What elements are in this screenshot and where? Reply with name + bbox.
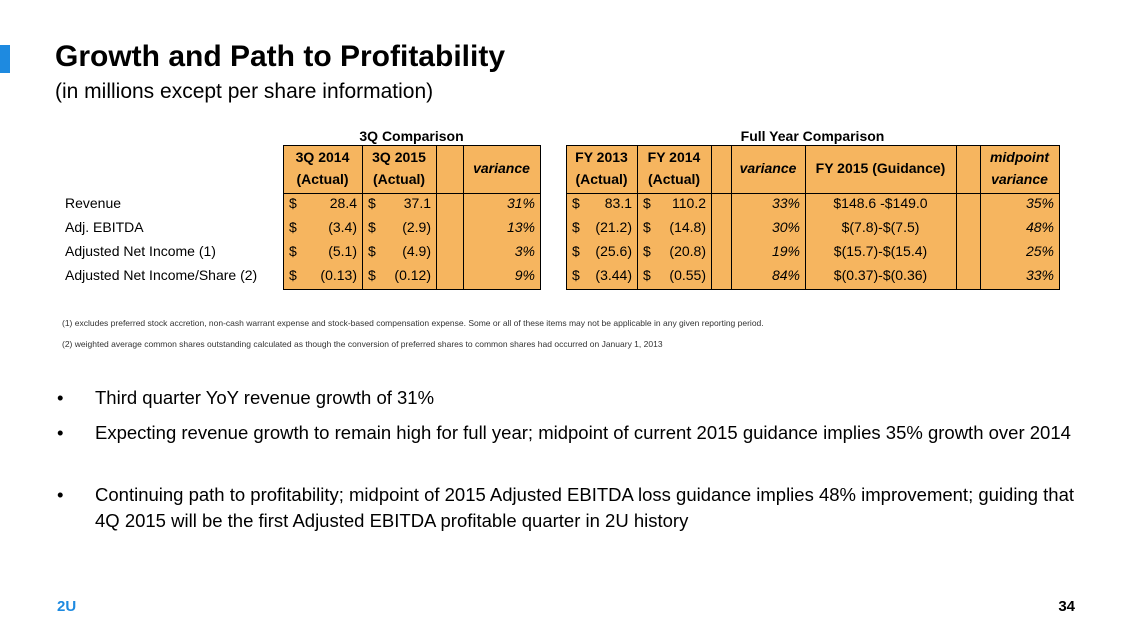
logo: 2U	[57, 598, 77, 615]
bullet: Third quarter YoY revenue growth of 31%	[95, 387, 435, 408]
table-border	[283, 145, 541, 146]
cell-value: $(7.8)-$(7.5)	[841, 219, 920, 235]
currency: $	[643, 267, 651, 283]
column-header: variance	[473, 160, 530, 176]
group-header: 3Q Comparison	[359, 128, 464, 144]
footnote: (1) excludes preferred stock accretion, …	[62, 318, 764, 328]
cell-value: 33%	[1025, 267, 1054, 283]
column-header: variance	[739, 160, 797, 176]
table-column	[566, 145, 638, 289]
currency: $	[643, 195, 651, 211]
currency: $	[289, 267, 297, 283]
column-header: variance	[991, 171, 1048, 187]
row-label: Adj. EBITDA	[65, 219, 144, 235]
row-label: Revenue	[65, 195, 122, 211]
table-border	[566, 193, 1060, 194]
cell-value: 19%	[771, 243, 800, 259]
cell-value: 3%	[514, 243, 535, 259]
table-border	[566, 289, 1060, 290]
cell-value: (2.9)	[402, 219, 431, 235]
table-column	[980, 145, 1060, 289]
cell-value: $148.6 -$149.0	[833, 195, 928, 211]
table-column	[637, 145, 712, 289]
column-header: FY 2013	[575, 149, 628, 165]
currency: $	[368, 219, 376, 235]
column-header: 3Q 2014	[295, 149, 350, 165]
cell-value: (14.8)	[669, 219, 706, 235]
table-border	[566, 145, 1060, 146]
table-column	[362, 145, 437, 289]
footnote: (2) weighted average common shares outst…	[62, 339, 663, 349]
group-header: Full Year Comparison	[740, 128, 885, 144]
currency: $	[572, 195, 580, 211]
cell-value: (5.1)	[328, 243, 357, 259]
cell-value: (3.4)	[328, 219, 357, 235]
table-column	[463, 145, 541, 289]
cell-value: 84%	[771, 267, 800, 283]
column-header: FY 2014	[647, 149, 701, 165]
bullet: Expecting revenue growth to remain high …	[95, 422, 1071, 443]
cell-value: 37.1	[403, 195, 431, 211]
cell-value: $(0.37)-$(0.36)	[833, 267, 928, 283]
cell-value: 33%	[771, 195, 800, 211]
bullet-dot: •	[57, 422, 64, 443]
column-header: midpoint	[989, 149, 1050, 165]
cell-value: (3.44)	[595, 267, 632, 283]
cell-value: 35%	[1025, 195, 1054, 211]
currency: $	[572, 219, 580, 235]
cell-value: 13%	[506, 219, 535, 235]
column-header: (Actual)	[296, 171, 349, 187]
currency: $	[368, 195, 376, 211]
currency: $	[572, 267, 580, 283]
cell-value: (21.2)	[595, 219, 632, 235]
currency: $	[572, 243, 580, 259]
cell-value: (25.6)	[595, 243, 632, 259]
cell-value: $(15.7)-$(15.4)	[833, 243, 928, 259]
cell-value: (4.9)	[402, 243, 431, 259]
currency: $	[289, 195, 297, 211]
currency: $	[368, 267, 376, 283]
cell-value: 30%	[771, 219, 800, 235]
column-header: (Actual)	[575, 171, 628, 187]
accent-bar	[0, 45, 10, 73]
cell-value: (0.12)	[394, 267, 431, 283]
cell-value: 9%	[514, 267, 535, 283]
currency: $	[289, 219, 297, 235]
table-column	[436, 145, 464, 289]
column-header: (Actual)	[372, 171, 426, 187]
currency: $	[643, 219, 651, 235]
currency: $	[289, 243, 297, 259]
cell-value: 48%	[1025, 219, 1054, 235]
page-number: 34	[1058, 598, 1075, 615]
table-border	[283, 289, 541, 290]
column-header: 3Q 2015	[372, 149, 426, 165]
bullet: Continuing path to profitability; midpoi…	[95, 484, 1075, 531]
cell-value: 83.1	[604, 195, 632, 211]
column-header: FY 2015 (Guidance)	[815, 160, 946, 176]
cell-value: 110.2	[672, 195, 706, 211]
cell-value: 28.4	[329, 195, 357, 211]
title: Growth and Path to Profitability	[55, 40, 505, 73]
currency: $	[368, 243, 376, 259]
cell-value: 31%	[506, 195, 535, 211]
subtitle: (in millions except per share informatio…	[55, 80, 434, 103]
cell-value: 25%	[1025, 243, 1054, 259]
cell-value: (0.55)	[669, 267, 706, 283]
cell-value: (0.13)	[320, 267, 357, 283]
table-border	[283, 193, 541, 194]
bullet-dot: •	[57, 484, 64, 505]
column-header: (Actual)	[647, 171, 701, 187]
row-label: Adjusted Net Income/Share (2)	[65, 267, 258, 283]
table-column	[711, 145, 732, 289]
table-column	[805, 145, 957, 289]
currency: $	[643, 243, 651, 259]
cell-value: (20.8)	[669, 243, 706, 259]
bullet-dot: •	[57, 387, 64, 408]
table-column	[956, 145, 981, 289]
row-label: Adjusted Net Income (1)	[65, 243, 216, 259]
